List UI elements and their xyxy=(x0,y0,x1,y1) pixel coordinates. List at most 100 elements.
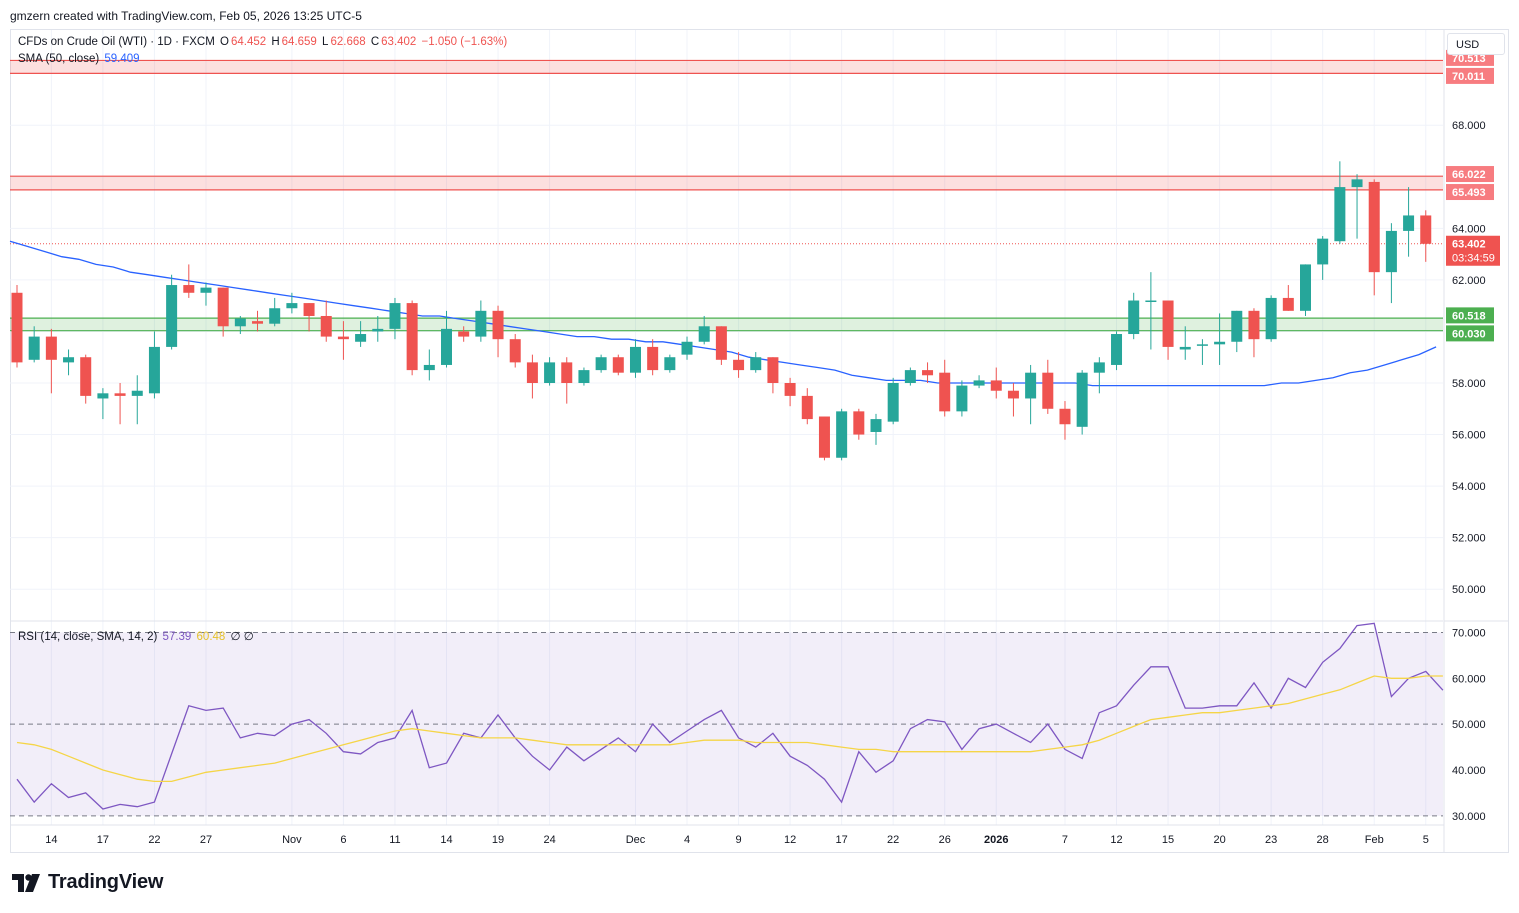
candle[interactable] xyxy=(818,416,830,461)
candle[interactable] xyxy=(1076,370,1088,435)
candle[interactable] xyxy=(939,359,951,417)
candle[interactable] xyxy=(1403,187,1415,257)
candle[interactable] xyxy=(458,326,470,342)
candle[interactable] xyxy=(870,413,882,445)
candle[interactable] xyxy=(320,300,332,342)
candle[interactable] xyxy=(1334,161,1346,244)
candle[interactable] xyxy=(1145,272,1157,350)
currency-button[interactable]: USD xyxy=(1447,33,1505,55)
candle[interactable] xyxy=(629,339,641,378)
candle[interactable] xyxy=(561,357,573,404)
candle[interactable] xyxy=(544,357,556,386)
candle[interactable] xyxy=(767,357,779,394)
candle[interactable] xyxy=(234,315,246,335)
candle[interactable] xyxy=(1300,264,1311,316)
candle[interactable] xyxy=(801,388,813,425)
candle-body xyxy=(114,393,126,396)
candle[interactable] xyxy=(526,354,538,399)
candle[interactable] xyxy=(990,367,1002,399)
candle[interactable] xyxy=(1317,236,1329,280)
candle[interactable] xyxy=(337,321,349,360)
candle[interactable] xyxy=(750,352,762,373)
candle[interactable] xyxy=(1162,300,1174,360)
sma-label[interactable]: SMA (50, close) xyxy=(18,53,100,65)
candle[interactable] xyxy=(217,287,229,337)
candle[interactable] xyxy=(1265,295,1277,342)
candle[interactable] xyxy=(1025,364,1037,425)
candle[interactable] xyxy=(647,339,659,376)
candle[interactable] xyxy=(1007,383,1019,417)
close-value: 63.402 xyxy=(381,36,417,48)
candle[interactable] xyxy=(131,375,143,425)
time-tick-label: 14 xyxy=(45,834,57,846)
candle[interactable] xyxy=(715,326,727,365)
candle[interactable] xyxy=(63,349,75,376)
candle[interactable] xyxy=(45,328,57,394)
zone-low-label: 60.030 xyxy=(1452,328,1486,340)
candle-body xyxy=(303,303,315,316)
candle[interactable] xyxy=(423,349,435,381)
candle[interactable] xyxy=(1282,285,1294,311)
candle[interactable] xyxy=(114,383,126,425)
candle[interactable] xyxy=(1111,331,1123,371)
candle[interactable] xyxy=(441,310,452,368)
rsi-tick-label: 50.000 xyxy=(1452,719,1486,731)
candle[interactable] xyxy=(1128,292,1140,340)
candle[interactable] xyxy=(973,375,985,389)
price-tick-label: 56.000 xyxy=(1452,430,1486,442)
candle[interactable] xyxy=(853,408,865,440)
candle[interactable] xyxy=(904,367,916,386)
candle[interactable] xyxy=(286,292,298,314)
candle[interactable] xyxy=(1059,401,1071,440)
candle[interactable] xyxy=(1214,313,1226,365)
brand[interactable]: TradingView xyxy=(12,871,163,894)
candle[interactable] xyxy=(595,354,607,373)
zone-resistance-1 xyxy=(10,176,1443,190)
candle[interactable] xyxy=(681,336,693,360)
candle[interactable] xyxy=(1248,308,1260,358)
candle[interactable] xyxy=(183,264,195,298)
candle[interactable] xyxy=(836,408,848,461)
candle[interactable] xyxy=(28,326,40,363)
candle[interactable] xyxy=(11,285,23,368)
candle[interactable] xyxy=(733,352,745,378)
candle[interactable] xyxy=(252,310,264,332)
candle[interactable] xyxy=(1231,310,1243,353)
candle[interactable] xyxy=(372,315,384,342)
candle[interactable] xyxy=(80,354,92,404)
candle[interactable] xyxy=(578,367,590,386)
candle[interactable] xyxy=(612,354,624,376)
candle-body xyxy=(578,370,590,383)
candle[interactable] xyxy=(355,321,367,347)
candle[interactable] xyxy=(922,362,934,383)
candle[interactable] xyxy=(887,377,899,425)
candle[interactable] xyxy=(1368,179,1380,296)
candle[interactable] xyxy=(389,297,401,340)
candle[interactable] xyxy=(1196,339,1208,365)
candle-body xyxy=(681,341,693,355)
candle[interactable] xyxy=(956,380,968,417)
candle[interactable] xyxy=(148,331,160,399)
candle[interactable] xyxy=(1351,174,1363,239)
candle[interactable] xyxy=(269,297,281,327)
candle[interactable] xyxy=(1420,210,1432,262)
candle[interactable] xyxy=(406,300,418,376)
candle[interactable] xyxy=(303,303,315,332)
candle[interactable] xyxy=(492,305,504,358)
candle[interactable] xyxy=(166,274,178,350)
rsi-label[interactable]: RSI (14, close, SMA, 14, 2) xyxy=(18,631,158,643)
candle[interactable] xyxy=(1042,359,1054,414)
candle[interactable] xyxy=(475,300,487,342)
candle[interactable] xyxy=(1385,223,1397,304)
candle[interactable] xyxy=(97,388,109,420)
candle[interactable] xyxy=(698,315,710,345)
candle[interactable] xyxy=(1179,326,1191,360)
candle[interactable] xyxy=(509,334,521,368)
symbol-title[interactable]: CFDs on Crude Oil (WTI) · 1D · FXCM xyxy=(18,36,215,48)
rsi-tick-label: 60.000 xyxy=(1452,673,1486,685)
candle[interactable] xyxy=(1093,357,1105,394)
candle[interactable] xyxy=(200,282,212,306)
candle[interactable] xyxy=(664,354,676,373)
candle[interactable] xyxy=(784,377,796,407)
